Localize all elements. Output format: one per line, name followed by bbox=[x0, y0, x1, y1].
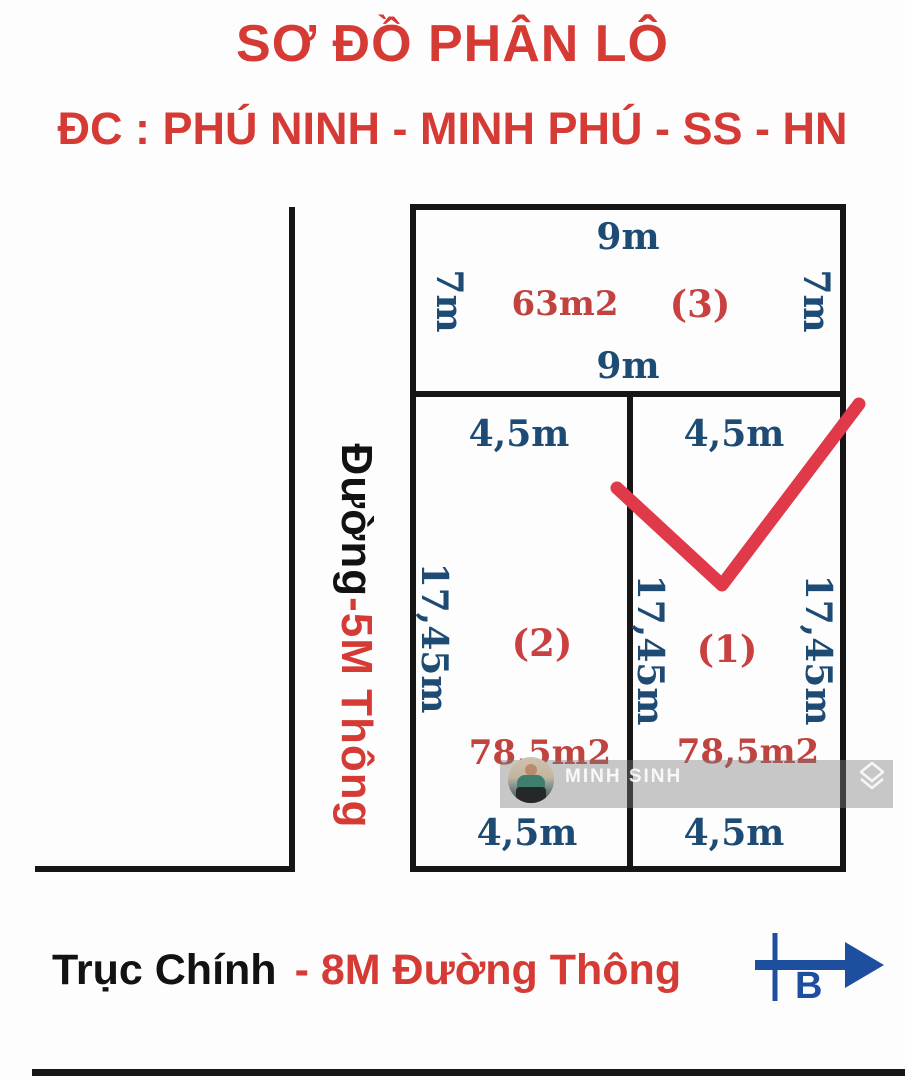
plot2-depth-left: 17,45m bbox=[413, 562, 455, 714]
plot1-number: (1) bbox=[696, 627, 758, 671]
road-label-bottom: Trục Chính - 8M Đường Thông bbox=[52, 946, 681, 995]
road-line-bottom bbox=[32, 1069, 905, 1076]
plot1-area: 78,5m2 bbox=[676, 732, 820, 772]
address-subtitle: ĐC : PHÚ NINH - MINH PHÚ - SS - HN bbox=[57, 103, 848, 154]
avatar-foreground bbox=[516, 787, 546, 803]
plot3-width-bottom: 9m bbox=[596, 345, 660, 387]
plot1-width-top: 4,5m bbox=[683, 413, 785, 455]
watermark-name: MINH SINH bbox=[565, 766, 683, 787]
watermark-bar bbox=[500, 760, 893, 808]
road-label-left: Đường-5M Thông bbox=[331, 443, 381, 828]
plot2-width-bottom: 4,5m bbox=[476, 812, 578, 854]
plot1-width-bottom: 4,5m bbox=[683, 812, 785, 854]
home-icon bbox=[859, 761, 885, 790]
plot3-area: 63m2 bbox=[511, 284, 619, 324]
road-left-name: Đường bbox=[332, 443, 381, 598]
avatar bbox=[508, 757, 554, 803]
plot2-width-top: 4,5m bbox=[468, 413, 570, 455]
plot1-depth-left: 17,45m bbox=[629, 574, 671, 726]
plot3-depth-right: 7m bbox=[795, 269, 837, 333]
avatar-head bbox=[525, 764, 537, 776]
road-line-left-foot bbox=[35, 866, 295, 872]
plot3-width-top: 9m bbox=[596, 216, 660, 258]
plot2-number: (2) bbox=[511, 621, 573, 665]
plot3-depth-left: 7m bbox=[428, 269, 470, 333]
plot3-number: (3) bbox=[669, 282, 731, 326]
road-bottom-spec: - 8M Đường Thông bbox=[294, 946, 682, 994]
plot1-depth-right: 17,45m bbox=[797, 574, 839, 726]
direction-arrow-icon bbox=[755, 933, 884, 1001]
road-left-spec: -5M Thông bbox=[332, 597, 381, 829]
compass-direction-label: B bbox=[795, 965, 823, 1007]
divider-plot1-plot2 bbox=[627, 391, 633, 872]
page-title: SƠ ĐỒ PHÂN LÔ bbox=[236, 15, 669, 73]
road-bottom-name: Trục Chính bbox=[52, 946, 277, 994]
road-line-left bbox=[289, 207, 295, 872]
